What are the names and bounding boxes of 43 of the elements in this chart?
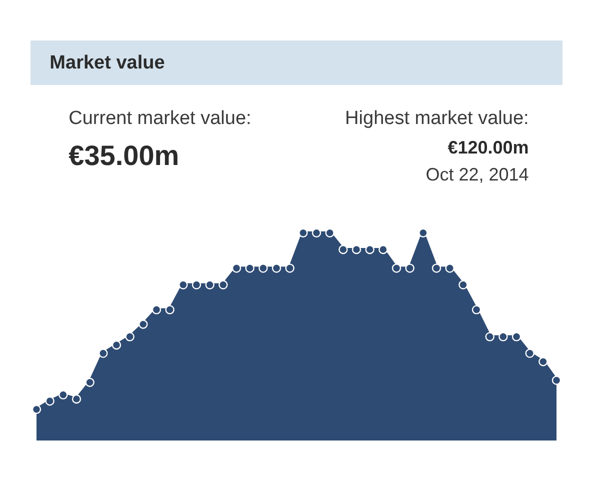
point	[245, 264, 254, 273]
point	[125, 332, 134, 342]
point	[405, 264, 414, 273]
point	[498, 332, 508, 342]
text: €120.00m	[448, 138, 529, 158]
point	[378, 244, 388, 254]
point	[445, 264, 454, 273]
point	[258, 264, 268, 273]
point	[285, 264, 294, 273]
point	[472, 305, 482, 314]
point	[485, 332, 494, 342]
point	[552, 376, 562, 385]
text: Oct 22, 2014	[426, 164, 529, 184]
point	[72, 394, 82, 404]
point	[138, 320, 148, 329]
point	[512, 332, 522, 342]
point	[338, 244, 348, 254]
point	[192, 280, 202, 290]
point	[58, 390, 68, 400]
point	[85, 378, 94, 387]
point	[232, 264, 242, 273]
chart-title: Market value	[50, 52, 165, 74]
point	[458, 280, 468, 290]
point	[112, 340, 122, 350]
point	[218, 280, 228, 290]
point	[165, 305, 174, 314]
text: Current market value:	[68, 108, 252, 129]
point	[538, 357, 548, 366]
point	[525, 348, 534, 358]
point	[98, 348, 108, 358]
point	[45, 396, 54, 406]
point	[152, 305, 162, 314]
point	[352, 244, 362, 254]
point	[312, 228, 322, 238]
point	[392, 264, 402, 273]
point	[365, 244, 374, 254]
point	[205, 280, 214, 290]
point	[178, 280, 188, 290]
text: Highest market value:	[345, 108, 529, 129]
point	[32, 404, 42, 414]
point	[432, 264, 442, 273]
text: €35.00m	[68, 140, 180, 171]
point	[272, 264, 282, 273]
